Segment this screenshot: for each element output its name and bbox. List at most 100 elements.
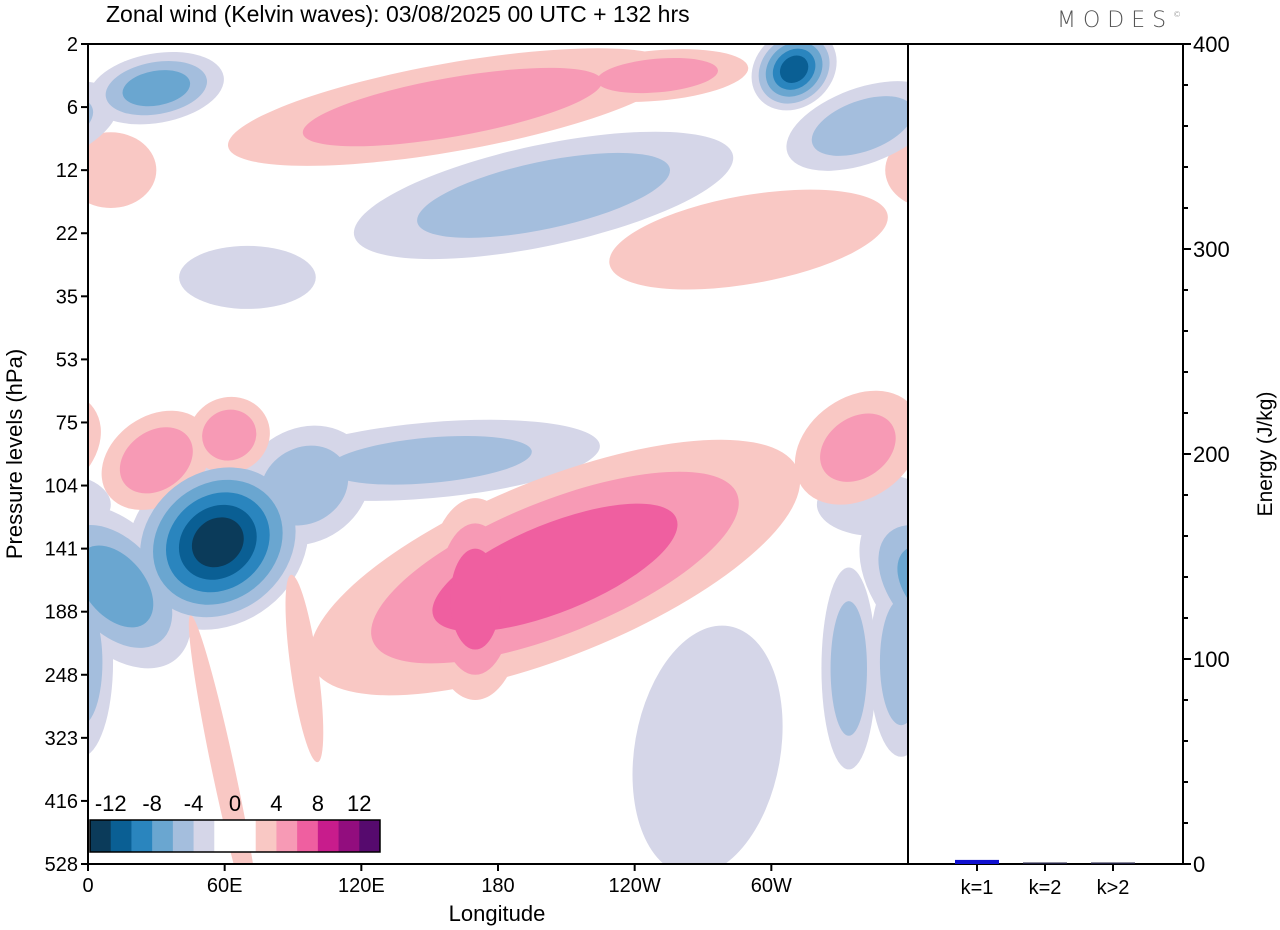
y-tick-label: 53: [56, 349, 78, 371]
positive-anomaly-contour: [188, 615, 261, 864]
colorbar-swatch: [152, 820, 174, 852]
colorbar-label: 4: [270, 791, 282, 816]
colorbar-label: -8: [142, 791, 162, 816]
negative-anomaly-contour: [930, 436, 1146, 648]
energy-tick-label: 200: [1193, 442, 1230, 467]
negative-anomaly-contour: [1230, 136, 1280, 255]
negative-anomaly-contour: [0, 11, 33, 128]
negative-anomaly-contour: [327, 435, 532, 485]
colorbar-swatch: [90, 820, 112, 852]
colorbar: -12 -8 -4 0 4 8 12: [89, 791, 381, 853]
negative-anomaly-contour: [0, 30, 14, 108]
logo-mark: ©: [1173, 10, 1182, 19]
colorbar-swatch: [110, 820, 132, 852]
positive-anomaly-contour: [1245, 498, 1280, 700]
negative-anomaly-contour: [912, 419, 1164, 666]
y-axis-label: Pressure levels (hPa): [2, 349, 27, 559]
x-tick-label: 0: [82, 875, 93, 897]
y-tick-label: 6: [67, 97, 78, 119]
negative-anomaly-contour: [779, 55, 809, 83]
positive-anomaly-contour: [88, 132, 157, 208]
chart-title: Zonal wind (Kelvin waves): 03/08/2025 00…: [106, 1, 690, 27]
energy-tick-label: 100: [1193, 647, 1230, 672]
colorbar-label: -12: [95, 791, 127, 816]
negative-anomaly-contour: [11, 601, 47, 736]
colorbar-swatch: [317, 820, 340, 852]
positive-anomaly-contour: [998, 385, 1101, 484]
negative-anomaly-contour: [179, 245, 316, 309]
negative-anomaly-contour: [879, 599, 908, 726]
colorbar-swatch: [235, 820, 257, 852]
colorbar-swatch: [131, 820, 153, 852]
negative-anomaly-contour: [940, 65, 1013, 111]
negative-anomaly-contour: [417, 152, 671, 238]
colorbar-swatch: [276, 820, 298, 852]
y-tick-label: 528: [45, 854, 78, 876]
y-tick-label: 35: [56, 286, 78, 308]
y-tick-label: 416: [45, 791, 78, 813]
colorbar-swatch: [193, 820, 215, 852]
negative-anomaly-contour: [921, 54, 1031, 123]
y-tick-label: 2: [67, 34, 78, 56]
positive-anomaly-contour: [1099, 388, 1280, 748]
y-tick-label: 141: [45, 539, 78, 561]
y-tick-label: 248: [45, 665, 78, 687]
contour-field: [0, 11, 1280, 864]
positive-anomaly-contour: [450, 548, 501, 650]
positive-anomaly-contour: [202, 409, 257, 461]
positive-anomaly-contour: [285, 574, 324, 763]
negative-anomaly-contour: [0, 21, 23, 118]
x-tick-label: 60E: [207, 875, 243, 897]
negative-anomaly-contour: [88, 545, 154, 628]
modes-logo: MODES©: [1057, 8, 1181, 33]
negative-anomaly-contour: [948, 454, 1128, 630]
x-tick-label: 120W: [609, 875, 661, 897]
negative-anomaly-contour: [966, 472, 1110, 613]
negative-anomaly-contour: [632, 625, 783, 864]
negative-anomaly-contour: [811, 96, 908, 156]
positive-anomaly-contour: [596, 57, 718, 94]
negative-anomaly-contour: [1066, 430, 1183, 541]
colorbar-swatch: [338, 820, 360, 852]
bar-category-label: k=1: [961, 877, 994, 899]
positive-anomaly-contour: [119, 427, 193, 494]
negative-anomaly-contour: [984, 489, 1092, 595]
positive-anomaly-contour: [1118, 52, 1280, 163]
positive-anomaly-contour: [609, 189, 888, 290]
colorbar-label: 12: [347, 791, 371, 816]
positive-anomaly-contour: [302, 67, 603, 147]
negative-anomaly-contour: [1037, 402, 1212, 569]
colorbar-swatch: [172, 820, 195, 852]
y-tick-label: 12: [56, 160, 78, 182]
colorbar-frame: [89, 819, 381, 853]
y-tick-label: 22: [56, 223, 78, 245]
bar-category-label: k>2: [1097, 877, 1130, 899]
y-tick-label: 104: [45, 476, 78, 498]
positive-anomaly-contour: [927, 414, 1025, 508]
negative-anomaly-contour: [88, 602, 103, 722]
negative-anomaly-contour: [88, 96, 94, 156]
colorbar-label: 0: [229, 791, 241, 816]
positive-anomaly-contour: [1015, 402, 1084, 468]
bar-category-label: k=2: [1029, 877, 1062, 899]
negative-anomaly-contour: [999, 246, 1136, 309]
energy-tick-label: 0: [1193, 852, 1205, 877]
x-tick-label: 120E: [338, 875, 385, 897]
colorbar-swatch: [214, 820, 236, 852]
negative-anomaly-contour: [0, 40, 4, 98]
energy-tick-label: 400: [1193, 32, 1230, 57]
positive-anomaly-contour: [820, 413, 896, 482]
negative-anomaly-contour: [830, 601, 867, 736]
x-tick-label: 60W: [751, 875, 792, 897]
colorbar-swatch: [297, 820, 319, 852]
positive-anomaly-contour: [902, 390, 1050, 530]
y-tick-label: 75: [56, 412, 78, 434]
colorbar-label: 8: [312, 791, 324, 816]
energy-bar: [1091, 862, 1135, 864]
negative-anomaly-contour: [191, 517, 244, 568]
negative-anomaly-contour: [1002, 507, 1074, 578]
x-tick-label: 180: [481, 875, 514, 897]
energy-bar: [1023, 862, 1067, 864]
